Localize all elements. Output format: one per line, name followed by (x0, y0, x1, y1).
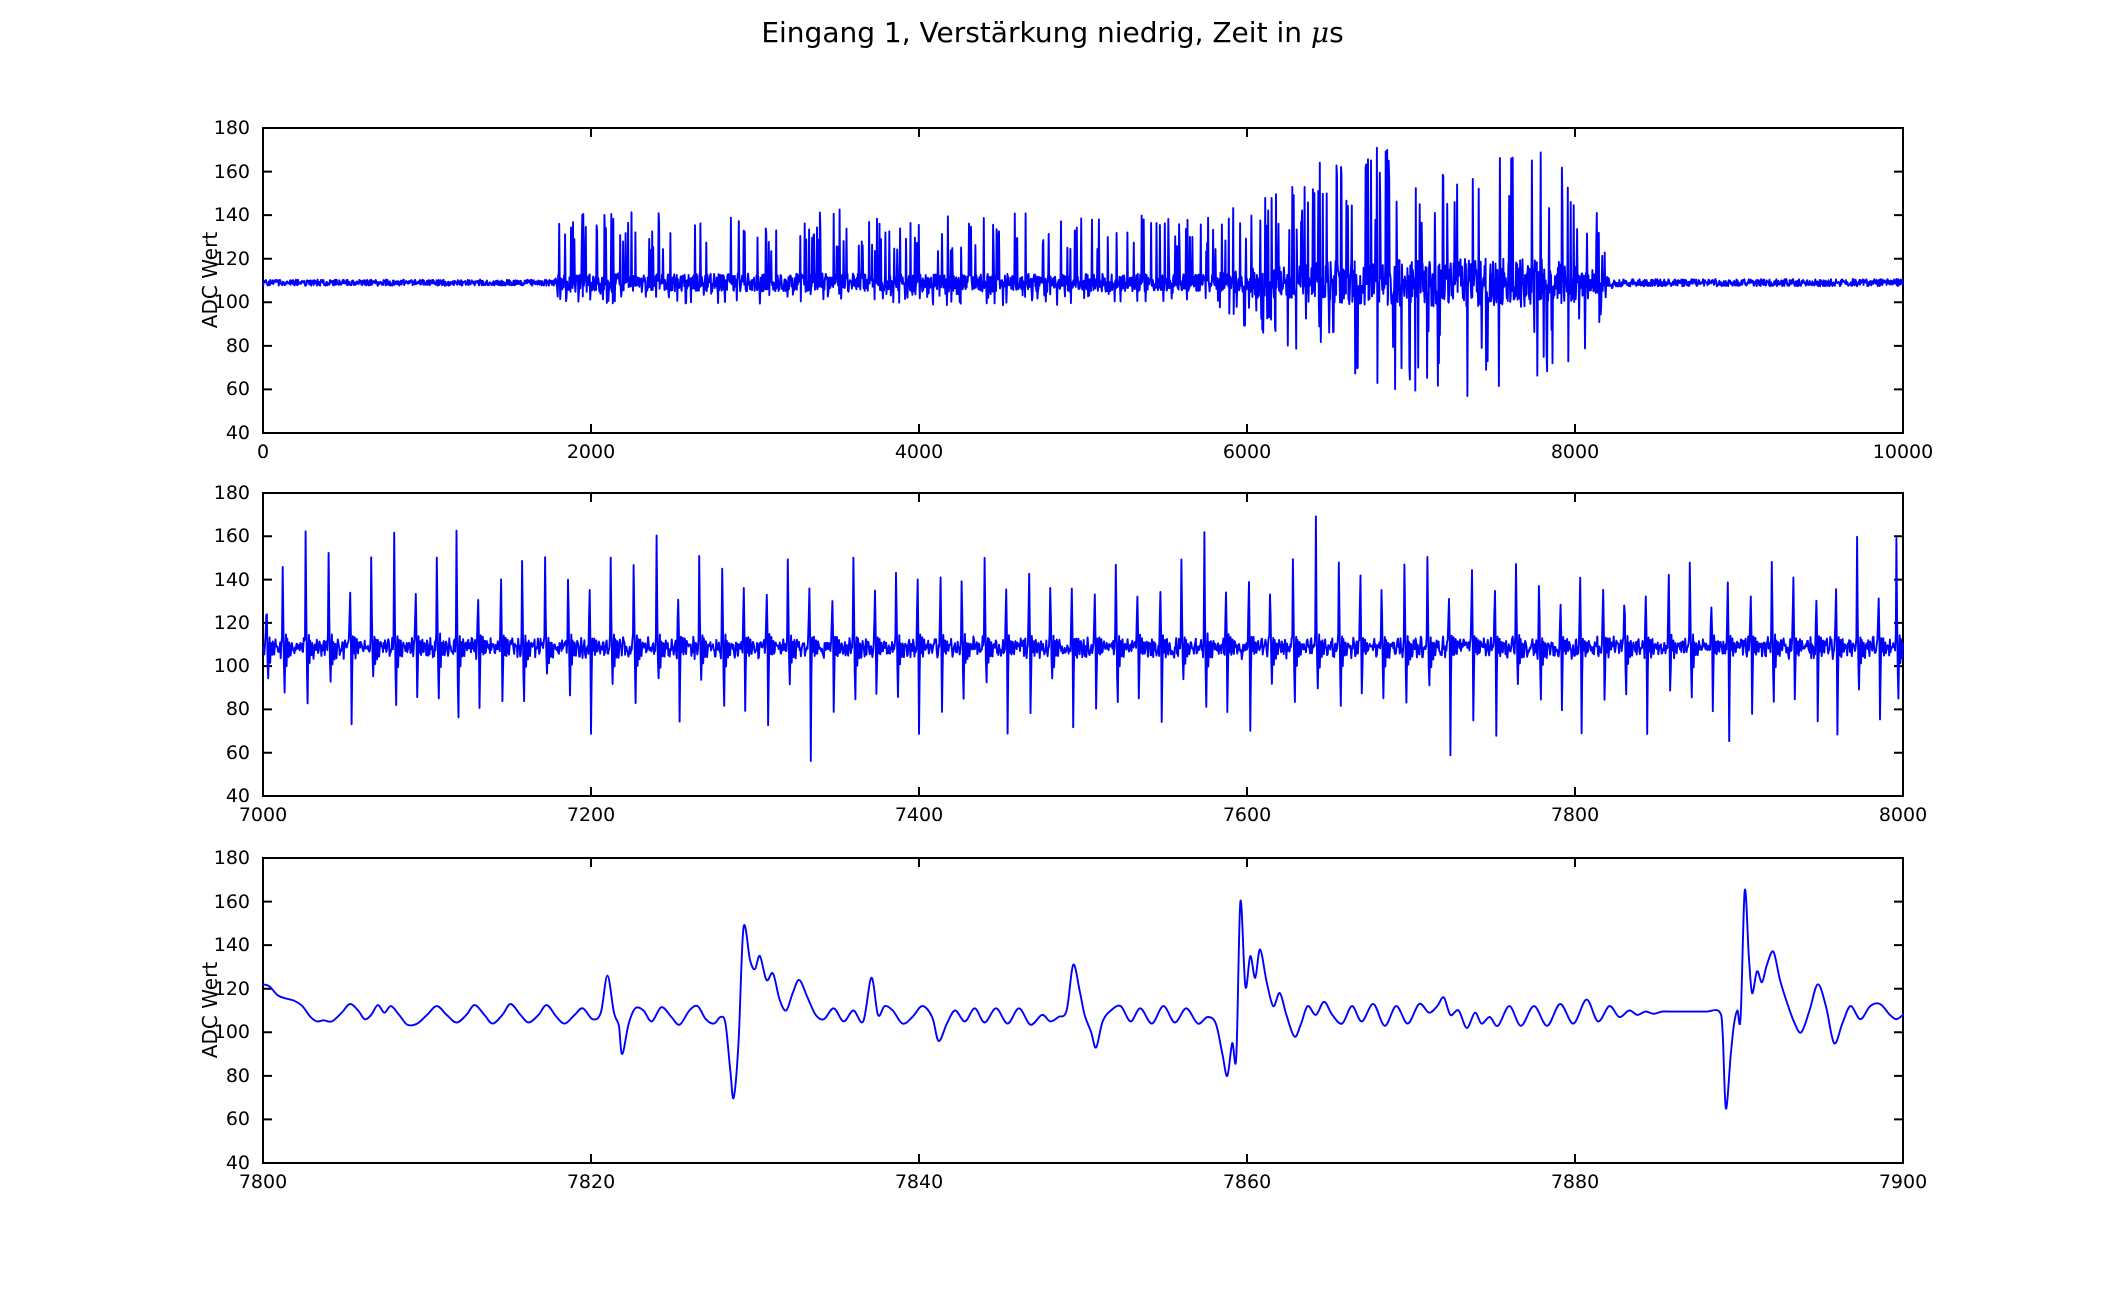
x-tick-label: 7800 (238, 1171, 288, 1193)
y-tick-label: 160 (213, 890, 250, 913)
x-tick-label: 7880 (1550, 1171, 1600, 1193)
x-tick-label: 2000 (566, 441, 616, 463)
x-tick-label: 7860 (1222, 1171, 1272, 1193)
y-tick-label: 180 (213, 847, 250, 869)
x-tick-label: 8000 (1878, 804, 1928, 826)
waveform-zoom-7000-8000 (262, 515, 1904, 762)
y-tick-label: 80 (225, 1064, 250, 1087)
y-tick-label: 40 (225, 785, 250, 807)
x-tick-label: 7900 (1878, 1171, 1928, 1193)
y-tick-label: 80 (225, 698, 250, 721)
y-tick-label: 100 (213, 1021, 250, 1044)
x-tick-label: 6000 (1222, 441, 1272, 463)
title-mu-symbol: μ (1310, 16, 1330, 49)
title-text: Eingang 1, Verstärkung niedrig, Zeit in (761, 16, 1311, 49)
y-tick-label: 120 (213, 611, 250, 634)
axes-frame-zoom-7800-7900 (262, 857, 1904, 1164)
x-tick-label: 7800 (1550, 804, 1600, 826)
x-tick-label: 7820 (566, 1171, 616, 1193)
x-tick-label: 7600 (1222, 804, 1272, 826)
y-tick-label: 160 (213, 525, 250, 548)
waveform-zoom-7800-7900 (262, 888, 1904, 1110)
tick-marks-zoom-7800-7900 (262, 857, 1904, 1164)
y-tick-label: 40 (225, 1152, 250, 1174)
y-tick-label: 100 (213, 655, 250, 678)
y-tick-label: 180 (213, 482, 250, 504)
title-unit-suffix: s (1329, 16, 1344, 49)
x-tick-label: 7000 (238, 804, 288, 826)
y-tick-label: 140 (213, 204, 250, 227)
tick-marks-overview (262, 127, 1904, 434)
y-tick-label: 140 (213, 934, 250, 957)
y-tick-label: 160 (213, 160, 250, 183)
y-tick-label: 60 (225, 741, 250, 764)
x-tick-label: 4000 (894, 441, 944, 463)
waveform-overview (262, 146, 1904, 397)
y-tick-label: 120 (213, 247, 250, 270)
y-tick-label: 140 (213, 568, 250, 591)
y-tick-label: 100 (213, 291, 250, 314)
x-tick-label: 8000 (1550, 441, 1600, 463)
y-tick-label: 40 (225, 422, 250, 444)
x-tick-label: 10000 (1872, 441, 1934, 463)
y-tick-label: 120 (213, 977, 250, 1000)
x-tick-label: 7200 (566, 804, 616, 826)
x-tick-label: 7400 (894, 804, 944, 826)
figure-title: Eingang 1, Verstärkung niedrig, Zeit in … (0, 16, 2105, 49)
y-tick-label: 60 (225, 1108, 250, 1131)
y-tick-label: 80 (225, 334, 250, 357)
x-tick-label: 0 (256, 441, 270, 463)
x-tick-label: 7840 (894, 1171, 944, 1193)
y-tick-label: 60 (225, 378, 250, 401)
y-tick-label: 180 (213, 117, 250, 139)
